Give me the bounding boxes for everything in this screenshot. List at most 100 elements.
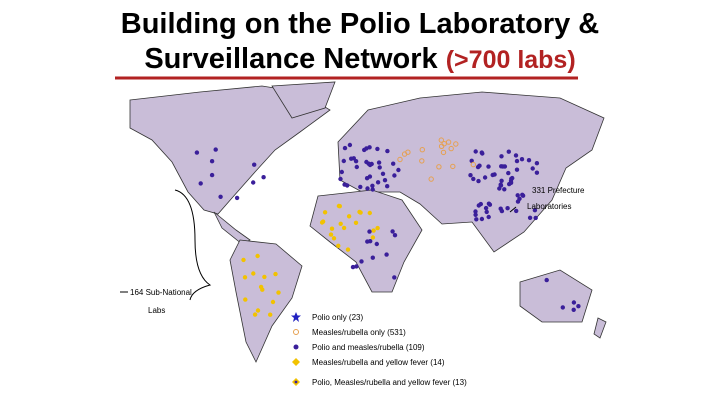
legend-item xyxy=(293,329,299,335)
lab-dot xyxy=(367,229,372,234)
lab-dot xyxy=(532,208,538,213)
lab-dot xyxy=(331,236,337,241)
lab-dot xyxy=(338,221,343,226)
lab-dot xyxy=(513,153,519,158)
lab-dot xyxy=(347,142,353,148)
lab-dot xyxy=(514,208,519,214)
lab-dot xyxy=(341,158,346,164)
lab-dot xyxy=(506,149,511,154)
legend-item xyxy=(293,344,299,350)
prefecture-label: 331 Prefecture xyxy=(532,186,585,195)
lab-dot xyxy=(364,159,369,165)
lab-dot xyxy=(477,163,482,168)
lab-dot xyxy=(469,158,474,163)
lab-dot xyxy=(560,305,565,310)
lab-dot xyxy=(337,204,342,209)
arrow xyxy=(509,206,517,213)
lab-dot xyxy=(375,146,380,152)
lab-dot xyxy=(377,165,382,170)
prefecture-label: Laboratories xyxy=(527,202,571,211)
lab-dot xyxy=(349,156,354,161)
lab-dot xyxy=(359,259,364,264)
lab-dot xyxy=(533,215,538,221)
lab-dot xyxy=(490,172,495,178)
lab-dot xyxy=(482,175,488,180)
lab-dot xyxy=(571,300,577,305)
lab-dot xyxy=(392,233,398,238)
lab-dot xyxy=(382,178,388,183)
lab-dot xyxy=(484,209,489,215)
lab-dot xyxy=(209,159,215,164)
lab-dot xyxy=(374,241,379,247)
dot-icon xyxy=(293,344,299,350)
lab-dot xyxy=(213,147,218,152)
lab-dot xyxy=(497,186,502,191)
legend-label: Measles/rubella and yellow fever (14) xyxy=(312,358,445,367)
lab-dot xyxy=(385,148,390,154)
lab-dot xyxy=(329,226,335,231)
lab-dot xyxy=(476,203,481,208)
lab-dot xyxy=(396,167,401,173)
lab-dot xyxy=(370,183,375,188)
lab-dot xyxy=(341,225,347,231)
lab-dot xyxy=(499,154,504,159)
lab-dot xyxy=(375,180,381,185)
new-zealand xyxy=(593,317,607,339)
lab-dot xyxy=(194,150,200,155)
lab-dot xyxy=(392,275,397,280)
lab-dot xyxy=(473,212,478,217)
lab-dot xyxy=(209,172,215,178)
lab-dot xyxy=(390,229,395,234)
lab-dot xyxy=(339,169,344,175)
lab-dot xyxy=(519,157,525,162)
lab-dot xyxy=(445,139,452,145)
legend-label: Polio, Measles/rubella and yellow fever … xyxy=(312,378,467,387)
world-map xyxy=(129,81,607,363)
lab-dot xyxy=(405,149,411,155)
lab-dot xyxy=(367,174,373,179)
lab-dot xyxy=(486,164,491,169)
open-circle-icon xyxy=(293,329,299,335)
lab-dot xyxy=(520,192,525,197)
lab-dot xyxy=(473,149,478,154)
lab-dot xyxy=(440,149,447,156)
title-line1: Building on the Polio Laboratory & xyxy=(121,8,600,40)
lab-dot xyxy=(370,255,375,260)
lab-dot xyxy=(486,201,492,206)
lab-dot xyxy=(273,271,278,277)
lab-dot xyxy=(453,141,459,147)
lab-dot xyxy=(471,176,476,182)
lab-dot xyxy=(419,147,425,153)
lab-dot xyxy=(479,216,485,222)
brace xyxy=(174,189,212,301)
lab-dot xyxy=(502,187,507,192)
lab-dot xyxy=(258,284,264,290)
lab-dot xyxy=(358,210,363,215)
lab-dot xyxy=(353,159,359,164)
lab-dot xyxy=(500,164,506,169)
lab-dot xyxy=(342,145,348,151)
lab-dot xyxy=(367,210,372,216)
lab-dot xyxy=(499,178,504,183)
lab-dot xyxy=(544,277,549,283)
lab-dot xyxy=(391,161,396,166)
legend: Polio only (23) Measles/rubella only (531… xyxy=(291,312,467,387)
diamond-icon xyxy=(292,358,300,366)
legend-item xyxy=(292,358,300,366)
subnational-label: Labs xyxy=(148,306,165,315)
lab-dot xyxy=(385,184,390,189)
lab-dot xyxy=(234,195,240,201)
lab-dot xyxy=(255,253,260,259)
legend-label: Measles/rubella only (531) xyxy=(312,328,406,337)
lab-dot xyxy=(376,160,382,165)
lab-dot xyxy=(450,163,456,170)
lab-dot xyxy=(483,205,489,211)
lab-dot xyxy=(576,304,581,309)
legend-label: Polio and measles/rubella (109) xyxy=(312,343,425,352)
lab-dot xyxy=(358,184,363,190)
lab-dot xyxy=(370,187,375,192)
greenland xyxy=(271,81,336,119)
lab-dot xyxy=(268,312,273,317)
lab-dot xyxy=(470,161,476,168)
legend-item xyxy=(291,312,301,322)
